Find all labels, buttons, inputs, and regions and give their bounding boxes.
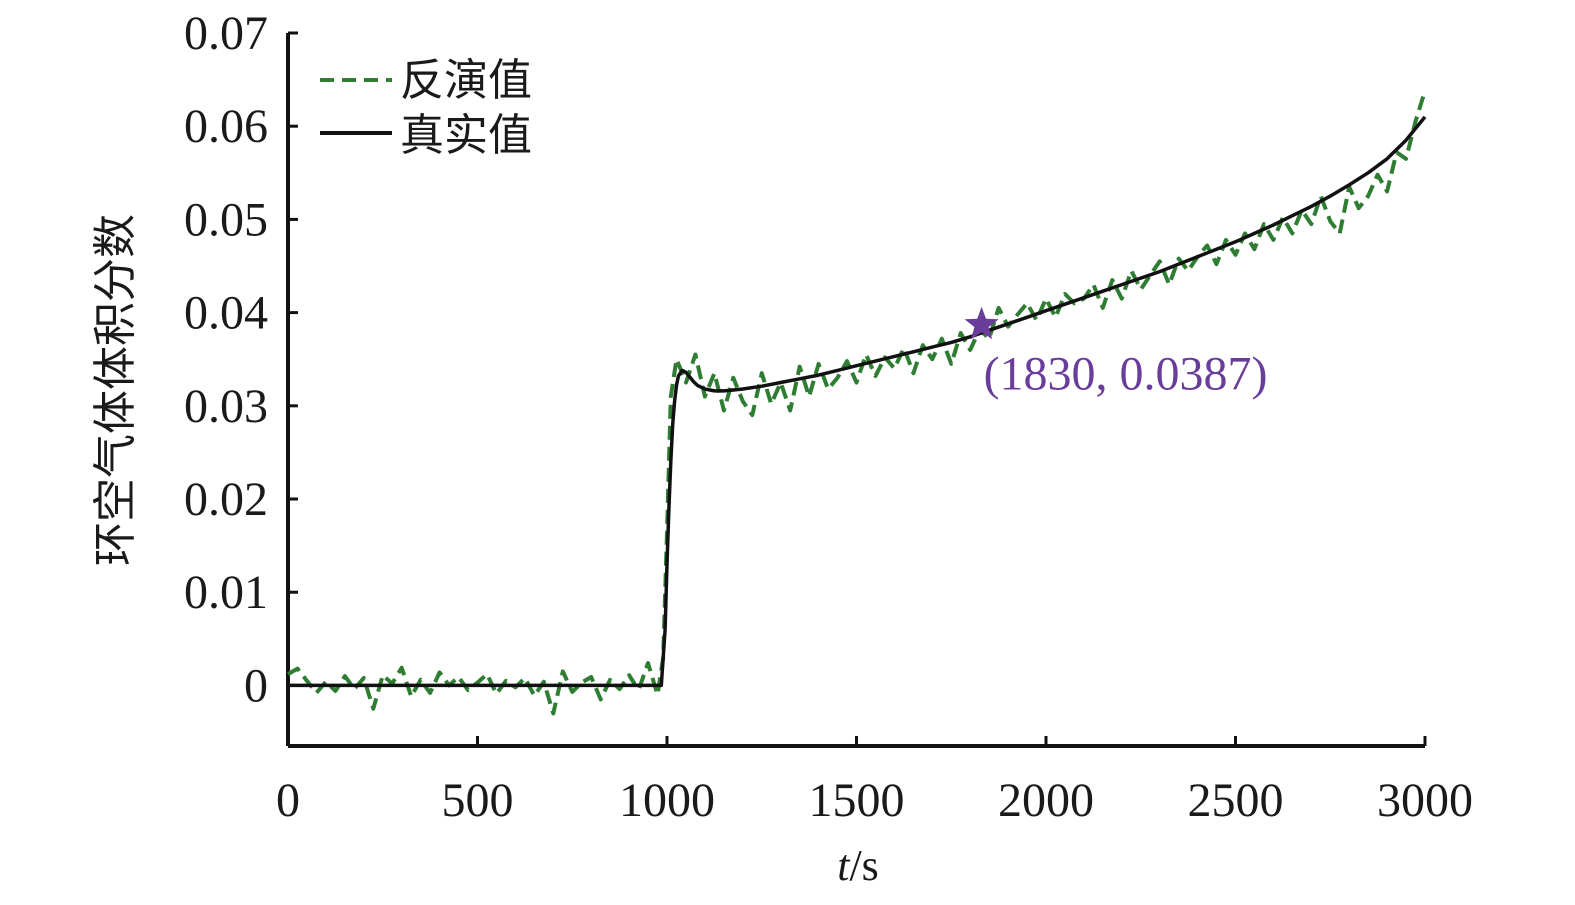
series-line-true (288, 115, 1427, 688)
x-tick-label: 0 (276, 774, 300, 827)
x-axis-title: t/s (837, 841, 879, 890)
x-tick-label: 1000 (619, 774, 715, 827)
annotation-layer: (1830, 0.0387) (964, 306, 1268, 401)
y-tick-label: 0.03 (184, 380, 268, 433)
x-axis-ticks: 0 500 1000 1500 2000 2500 3000 (276, 736, 1473, 827)
y-axis-title: 环空气体体积分数 (90, 214, 141, 566)
x-tick-label: 500 (442, 774, 514, 827)
legend-label-inverted: 反演值 (400, 55, 532, 106)
y-tick-label: 0.04 (184, 287, 268, 340)
annotation-star-marker (964, 306, 999, 340)
x-tick-label: 3000 (1377, 774, 1473, 827)
x-axis-title-italic: t (837, 841, 851, 890)
y-axis-ticks: 0 0.01 0.02 0.03 0.04 0.05 0.06 0.07 (184, 7, 298, 712)
y-tick-label: 0.06 (184, 100, 268, 153)
x-tick-label: 2500 (1188, 774, 1284, 827)
y-tick-label: 0.01 (184, 566, 268, 619)
series-line-inverted (286, 90, 1427, 716)
y-tick-label: 0.05 (184, 193, 268, 246)
annotation-label: (1830, 0.0387) (984, 348, 1268, 401)
x-tick-label: 1500 (809, 774, 905, 827)
legend-label-true: 真实值 (400, 110, 532, 161)
series-layer (286, 90, 1427, 716)
y-tick-label: 0.07 (184, 7, 268, 60)
legend: 反演值 真实值 (320, 55, 532, 161)
x-axis-title-unit: /s (849, 841, 878, 890)
y-tick-label: 0 (244, 659, 268, 712)
y-tick-label: 0.02 (184, 473, 268, 526)
x-tick-label: 2000 (998, 774, 1094, 827)
